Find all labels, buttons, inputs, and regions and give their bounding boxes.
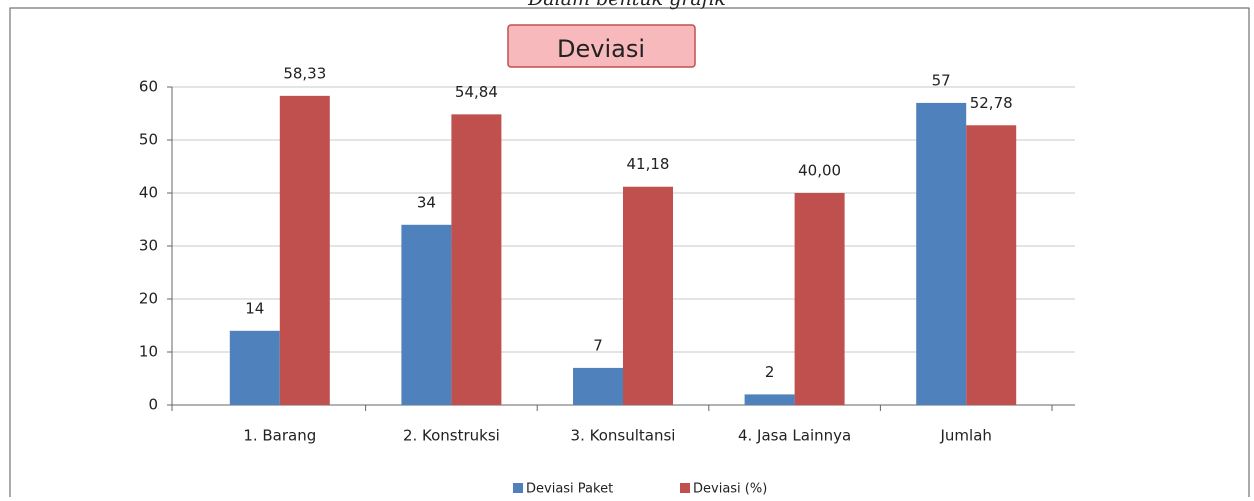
x-tick-label: Jumlah [939, 427, 991, 445]
data-label: 41,18 [627, 155, 670, 173]
bar [966, 125, 1017, 406]
legend-swatch [513, 483, 523, 493]
x-tick-label: 3. Konsultansi [571, 427, 676, 445]
data-label: 54,84 [455, 83, 498, 101]
y-tick-label: 30 [139, 237, 158, 255]
y-tick-label: 0 [148, 396, 158, 414]
bar [794, 193, 845, 405]
legend-label: Deviasi (%) [693, 482, 767, 497]
x-tick-label: 1. Barang [243, 427, 316, 445]
data-label: 14 [245, 299, 264, 317]
data-label: 34 [417, 193, 436, 211]
chart-title: Deviasi [557, 35, 645, 63]
legend-swatch [680, 483, 690, 493]
chart-border [9, 7, 1250, 501]
heading: Dalam bentuk grafik [0, 0, 1254, 10]
y-tick-label: 40 [139, 184, 158, 202]
bar [229, 330, 280, 405]
y-tick-label: 60 [139, 78, 158, 96]
bar [401, 224, 452, 405]
data-label: 57 [932, 71, 951, 89]
bar [916, 102, 967, 406]
legend-label: Deviasi Paket [526, 482, 613, 497]
y-tick-label: 20 [139, 290, 158, 308]
bar [573, 367, 623, 405]
y-tick-label: 50 [139, 131, 158, 149]
title-box [507, 24, 696, 68]
bar [623, 186, 673, 405]
bar [451, 114, 502, 406]
data-label: 52,78 [970, 94, 1013, 112]
data-label: 7 [593, 336, 603, 354]
data-label: 40,00 [798, 162, 841, 180]
y-tick-label: 10 [139, 343, 158, 361]
x-tick-label: 4. Jasa Lainnya [738, 427, 851, 445]
data-label: 2 [765, 363, 775, 381]
data-label: 58,33 [283, 64, 326, 82]
bar [279, 95, 330, 405]
x-tick-label: 2. Konstruksi [403, 427, 500, 445]
bar [744, 394, 795, 405]
